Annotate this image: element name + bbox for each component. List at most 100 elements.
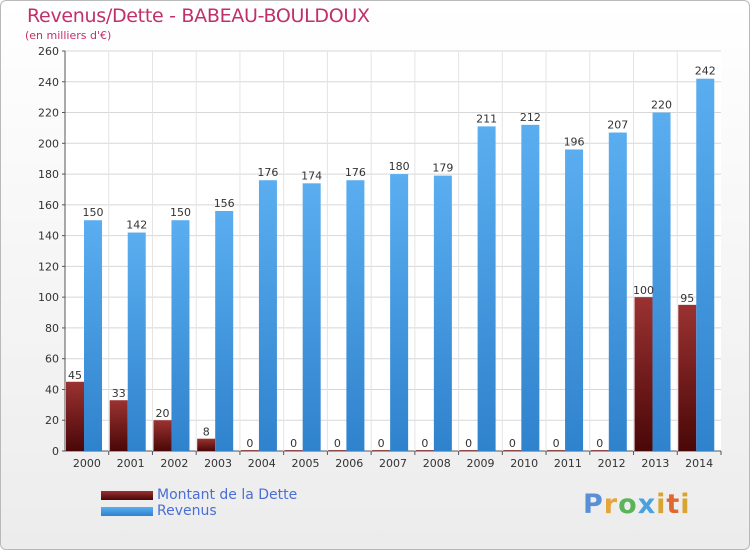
bar-debt: [590, 450, 609, 451]
data-label-debt: 0: [378, 437, 385, 450]
bar-revenue: [84, 220, 102, 451]
data-label-revenue: 196: [564, 135, 585, 148]
chart-subtitle: (en milliers d'€): [25, 29, 112, 42]
bar-revenue: [696, 78, 715, 451]
y-tick-label: 260: [38, 45, 59, 58]
x-tick-label: 2002: [160, 457, 188, 470]
bar-debt: [153, 420, 172, 451]
bar-debt: [328, 450, 347, 451]
x-tick-label: 2001: [117, 457, 145, 470]
proxiti-logo: Proxiti: [583, 489, 691, 520]
data-label-debt: 0: [553, 437, 560, 450]
bar-revenue: [390, 174, 409, 452]
x-tick-label: 2009: [466, 457, 494, 470]
data-label-debt: 0: [421, 437, 428, 450]
y-tick-label: 80: [45, 322, 59, 335]
data-label-revenue: 176: [345, 166, 366, 179]
y-tick-label: 20: [45, 414, 59, 427]
y-tick-label: 180: [38, 168, 59, 181]
data-label-debt: 0: [290, 437, 297, 450]
bar-debt: [66, 381, 84, 451]
bar-revenue: [565, 149, 584, 451]
bar-revenue: [477, 126, 496, 451]
bar-revenue: [433, 175, 452, 451]
data-label-revenue: 174: [301, 169, 322, 182]
y-tick-label: 200: [38, 137, 59, 150]
logo-letter: i: [656, 489, 667, 520]
bar-debt: [240, 450, 259, 451]
bar-revenue: [346, 180, 365, 451]
x-tick-label: 2004: [248, 457, 276, 470]
x-tick-label: 2013: [641, 457, 669, 470]
data-label-debt: 0: [465, 437, 472, 450]
data-label-revenue: 211: [476, 112, 497, 125]
data-label-revenue: 156: [214, 197, 235, 210]
y-tick-label: 240: [38, 76, 59, 89]
x-tick-label: 2003: [204, 457, 232, 470]
x-tick-label: 2000: [73, 457, 101, 470]
y-tick-label: 60: [45, 353, 59, 366]
chart-title: Revenus/Dette - BABEAU-BOULDOUX: [27, 5, 370, 27]
data-label-debt: 8: [203, 426, 210, 439]
logo-letter: t: [666, 489, 681, 520]
bar-revenue: [521, 124, 540, 451]
data-label-debt: 95: [680, 292, 694, 305]
x-tick-label: 2014: [685, 457, 713, 470]
logo-letter: i: [680, 489, 691, 520]
bar-debt: [372, 450, 391, 451]
bar-debt: [547, 450, 566, 451]
data-label-revenue: 242: [695, 65, 716, 78]
data-label-revenue: 220: [651, 99, 672, 112]
data-label-debt: 0: [509, 437, 516, 450]
bar-revenue: [608, 132, 627, 452]
data-label-debt: 0: [246, 437, 253, 450]
bar-debt: [197, 438, 216, 451]
data-label-revenue: 150: [170, 206, 191, 219]
legend-swatch-revenue: [101, 507, 153, 516]
bar-debt: [284, 450, 303, 451]
bar-debt: [503, 450, 522, 451]
bar-revenue: [127, 232, 146, 451]
logo-letter: P: [583, 489, 604, 520]
data-label-debt: 0: [334, 437, 341, 450]
bar-revenue: [215, 211, 234, 451]
data-label-revenue: 180: [389, 160, 410, 173]
data-label-revenue: 142: [126, 219, 147, 232]
x-tick-label: 2007: [379, 457, 407, 470]
x-tick-label: 2005: [292, 457, 320, 470]
y-tick-label: 100: [38, 291, 59, 304]
legend-label-revenue: Revenus: [157, 503, 217, 519]
x-tick-label: 2012: [598, 457, 626, 470]
bar-debt: [678, 304, 697, 451]
bar-revenue: [258, 180, 277, 451]
bar-debt: [415, 450, 434, 451]
logo-letter: r: [603, 489, 619, 520]
data-label-revenue: 150: [83, 206, 104, 219]
bar-debt: [109, 400, 128, 451]
logo-letter: x: [637, 489, 657, 520]
data-label-revenue: 179: [432, 162, 453, 175]
data-label-debt: 33: [112, 387, 126, 400]
data-label-debt: 20: [155, 407, 169, 420]
bar-revenue: [302, 183, 321, 452]
data-label-debt: 100: [633, 284, 654, 297]
y-tick-label: 40: [45, 383, 59, 396]
x-tick-label: 2010: [510, 457, 538, 470]
x-tick-label: 2008: [423, 457, 451, 470]
y-tick-label: 0: [52, 445, 59, 458]
y-tick-label: 140: [38, 230, 59, 243]
y-tick-label: 120: [38, 260, 59, 273]
bar-revenue: [652, 112, 671, 452]
data-label-revenue: 176: [257, 166, 278, 179]
logo-letter: o: [618, 489, 638, 520]
bar-revenue: [171, 220, 190, 451]
y-tick-label: 160: [38, 199, 59, 212]
bar-debt: [634, 297, 653, 451]
x-tick-label: 2011: [554, 457, 582, 470]
data-label-debt: 45: [68, 369, 82, 382]
bar-debt: [459, 450, 478, 451]
x-tick-label: 2006: [335, 457, 363, 470]
data-label-revenue: 207: [607, 119, 628, 132]
